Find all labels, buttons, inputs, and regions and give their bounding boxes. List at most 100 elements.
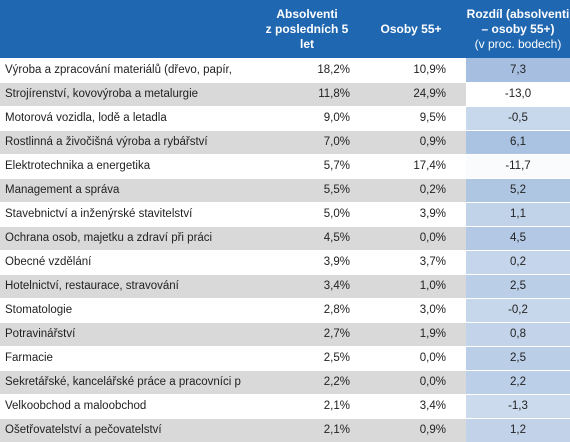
row-divider xyxy=(0,82,570,83)
osoby-55-value: 0,0% xyxy=(419,352,446,364)
osoby-55-value: 1,9% xyxy=(419,328,446,340)
row-label: Ochrana osob, majetku a zdraví při práci xyxy=(5,232,213,244)
row-label: Elektrotechnika a energetika xyxy=(5,160,151,172)
row-label: Výroba a zpracování materiálů (dřevo, pa… xyxy=(5,64,232,76)
row-divider xyxy=(0,178,570,179)
row-label: Strojírenství, kovovýroba a metalurgie xyxy=(5,88,199,100)
rozdil-value: 0,8 xyxy=(466,322,570,346)
osoby-55-value: 0,9% xyxy=(419,136,446,148)
osoby-55-value: 0,0% xyxy=(419,376,446,388)
row-divider xyxy=(0,274,570,275)
rozdil-value: 2,2 xyxy=(466,370,570,394)
osoby-55-value: 24,9% xyxy=(413,88,446,100)
table-row: Stavebnictví a inženýrské stavitelství 5,… xyxy=(0,202,570,226)
osoby-55-value: 0,0% xyxy=(419,232,446,244)
osoby-55-value: 3,9% xyxy=(419,208,446,220)
header-rozdil-unit: (v proc. bodech) xyxy=(474,36,562,51)
header-rozdil-title: Rozdíl (absolventi – osoby 55+) xyxy=(466,6,570,36)
table-row: Stomatologie 2,8% 3,0% -0,2 xyxy=(0,298,570,322)
rozdil-value: 1,2 xyxy=(466,418,570,442)
osoby-55-value: 0,2% xyxy=(419,184,446,196)
row-label: Potravinářství xyxy=(5,328,76,340)
row-divider xyxy=(0,154,570,155)
osoby-55-value: 1,0% xyxy=(419,280,446,292)
row-divider xyxy=(0,322,570,323)
row-label: Obecné vzdělání xyxy=(5,256,92,268)
row-label: Motorová vozidla, lodě a letadla xyxy=(5,112,167,124)
row-divider xyxy=(0,226,570,227)
table-row: Management a správa 5,5% 0,2% 5,2 xyxy=(0,178,570,202)
rozdil-value: 2,5 xyxy=(466,274,570,298)
absolventi-value: 2,8% xyxy=(323,304,350,316)
table-row: Hotelnictví, restaurace, stravování 3,4% 1… xyxy=(0,274,570,298)
osoby-55-value: 17,4% xyxy=(413,160,446,172)
header-rozdil: Rozdíl (absolventi – osoby 55+) (v proc.… xyxy=(466,0,570,58)
row-divider xyxy=(0,418,570,419)
row-label: Rostlinná a živočišná výroba a rybářství xyxy=(5,136,208,148)
osoby-55-value: 10,9% xyxy=(413,64,446,76)
row-divider xyxy=(0,202,570,203)
absolventi-value: 5,5% xyxy=(323,184,350,196)
header-osoby-55: Osoby 55+ xyxy=(380,21,442,36)
table-row: Potravinářství 2,7% 1,9% 0,8 xyxy=(0,322,570,346)
absolventi-value: 5,7% xyxy=(323,160,350,172)
rozdil-value: 1,1 xyxy=(466,202,570,226)
row-divider xyxy=(0,250,570,251)
absolventi-value: 2,1% xyxy=(323,400,350,412)
rozdil-value: 6,1 xyxy=(466,130,570,154)
absolventi-value: 7,0% xyxy=(323,136,350,148)
rozdil-value: -0,2 xyxy=(466,298,570,322)
absolventi-value: 11,8% xyxy=(318,88,350,100)
absolventi-value: 5,0% xyxy=(323,208,350,220)
row-label: Ošetřovatelství a pečovatelství xyxy=(5,424,162,436)
table-row: Elektrotechnika a energetika 5,7% 17,4% -11… xyxy=(0,154,570,178)
header-absolventi: Absolventi z posledních 5 let xyxy=(265,6,349,51)
row-label: Sekretářské, kancelářské práce a pracovn… xyxy=(5,376,241,388)
rozdil-value: 2,5 xyxy=(466,346,570,370)
row-divider xyxy=(0,370,570,371)
rozdil-value: -13,0 xyxy=(466,82,570,106)
table-row: Velkoobchod a maloobchod 2,1% 3,4% -1,3 xyxy=(0,394,570,418)
osoby-55-value: 0,9% xyxy=(419,424,446,436)
osoby-55-value: 3,0% xyxy=(419,304,446,316)
rozdil-value: 0,2 xyxy=(466,250,570,274)
rozdil-value: 5,2 xyxy=(466,178,570,202)
table-row: Rostlinná a živočišná výroba a rybářství… xyxy=(0,130,570,154)
absolventi-value: 3,4% xyxy=(323,280,350,292)
table-row: Výroba a zpracování materiálů (dřevo, pa… xyxy=(0,58,570,82)
row-label: Hotelnictví, restaurace, stravování xyxy=(5,280,179,292)
table-header: Absolventi z posledních 5 let Osoby 55+ … xyxy=(0,0,570,58)
table-row: Strojírenství, kovovýroba a metalurgie 11… xyxy=(0,82,570,106)
absolventi-value: 2,1% xyxy=(323,424,350,436)
absolventi-value: 4,5% xyxy=(323,232,350,244)
row-divider xyxy=(0,394,570,395)
absolventi-value: 2,2% xyxy=(323,376,350,388)
row-divider xyxy=(0,298,570,299)
table-row: Sekretářské, kancelářské práce a pracovn… xyxy=(0,370,570,394)
row-label: Farmacie xyxy=(5,352,53,364)
table-row: Ochrana osob, majetku a zdraví při práci… xyxy=(0,226,570,250)
row-label: Stavebnictví a inženýrské stavitelství xyxy=(5,208,193,220)
row-label: Velkoobchod a maloobchod xyxy=(5,400,147,412)
row-label: Stomatologie xyxy=(5,304,73,316)
row-divider xyxy=(0,346,570,347)
table-row: Obecné vzdělání 3,9% 3,7% 0,2 xyxy=(0,250,570,274)
row-label: Management a správa xyxy=(5,184,120,196)
absolventi-value: 9,0% xyxy=(323,112,350,124)
table-row: Farmacie 2,5% 0,0% 2,5 xyxy=(0,346,570,370)
table-row: Motorová vozidla, lodě a letadla 9,0% 9,5%… xyxy=(0,106,570,130)
absolventi-value: 2,5% xyxy=(323,352,350,364)
rozdil-value: -1,3 xyxy=(466,394,570,418)
absolventi-value: 18,2% xyxy=(317,64,350,76)
absolventi-value: 2,7% xyxy=(323,328,350,340)
osoby-55-value: 9,5% xyxy=(419,112,446,124)
table-row: Ošetřovatelství a pečovatelství 2,1% 0,9% 1… xyxy=(0,418,570,442)
rozdil-value: -11,7 xyxy=(466,154,570,178)
osoby-55-value: 3,4% xyxy=(419,400,446,412)
rozdil-value: 7,3 xyxy=(466,58,570,82)
row-divider xyxy=(0,106,570,107)
rozdil-value: 4,5 xyxy=(466,226,570,250)
osoby-55-value: 3,7% xyxy=(419,256,446,268)
rozdil-value: -0,5 xyxy=(466,106,570,130)
